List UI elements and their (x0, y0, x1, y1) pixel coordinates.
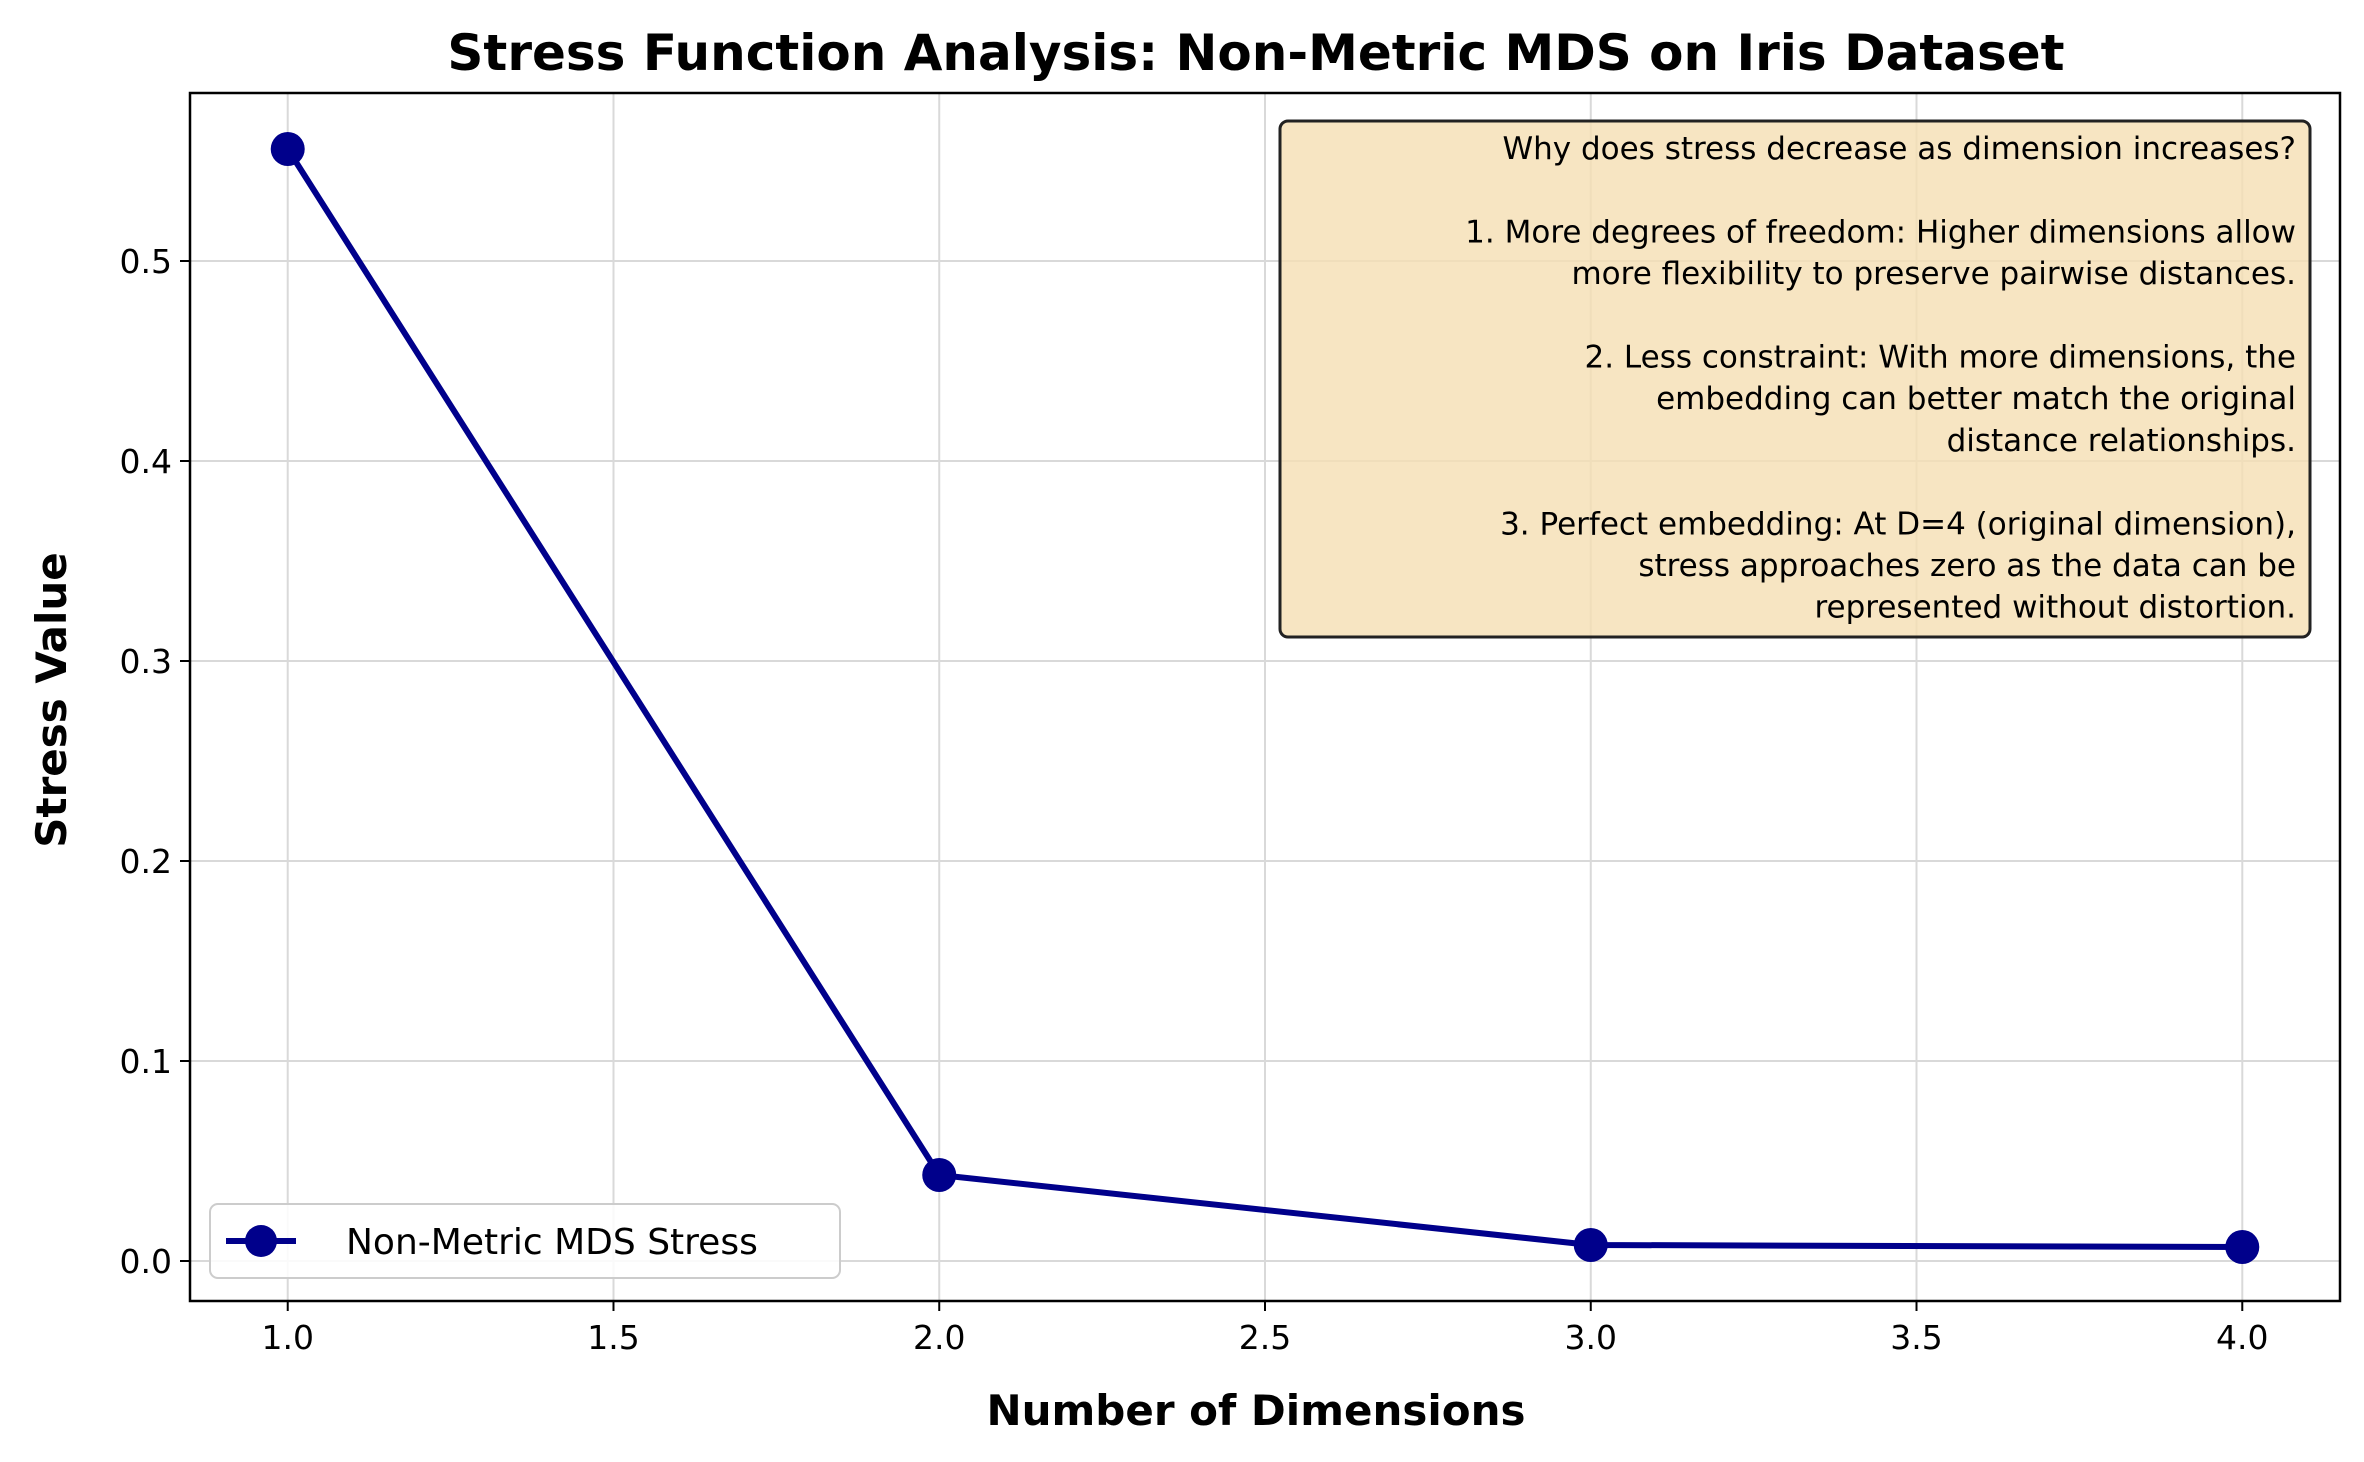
annotation-line: Why does stress decrease as dimension in… (1502, 131, 2296, 167)
data-point (2225, 1230, 2260, 1264)
data-point (922, 1158, 957, 1192)
axis-ticks: 1.0 1.5 2.0 2.5 3.0 3.5 4.0 0.0 0.1 0.2 0.3 0.4 0.5 (120, 91, 2342, 1357)
annotation-background (1278, 119, 2312, 639)
annotation-line: 3. Perfect embedding: At D=4 (original d… (1500, 506, 2296, 542)
y-tick-label: 0.5 (120, 242, 172, 281)
annotation-line: represented without distortion. (1814, 590, 2296, 626)
x-tick-label: 1.0 (261, 1318, 313, 1357)
annotation-line: stress approaches zero as the data can b… (1638, 548, 2296, 584)
legend-marker (245, 1225, 277, 1257)
annotation-line: more flexibility to preserve pairwise di… (1571, 256, 2296, 292)
y-tick-label: 0.0 (120, 1242, 172, 1281)
x-axis-label: Number of Dimensions (986, 1386, 1525, 1435)
y-tick-label: 0.2 (120, 842, 172, 881)
y-tick-label: 0.4 (120, 442, 172, 481)
y-axis-label: Stress Value (27, 552, 76, 847)
annotation-line: 1. More degrees of freedom: Higher dimen… (1465, 214, 2296, 250)
annotation-line: distance relationships. (1947, 423, 2296, 459)
legend: Non-Metric MDS Stress (209, 1203, 841, 1279)
data-point (270, 132, 305, 166)
annotation-line: embedding can better match the original (1656, 381, 2296, 417)
legend-box (209, 1203, 841, 1279)
chart-title: Stress Function Analysis: Non-Metric MDS… (447, 24, 2064, 82)
axes-frame (188, 91, 2342, 1303)
y-tick-label: 0.1 (120, 1042, 172, 1081)
x-tick-label: 4.0 (2216, 1318, 2268, 1357)
y-tick-label: 0.3 (120, 642, 172, 681)
x-tick-label: 2.5 (1239, 1318, 1291, 1357)
data-point (1573, 1228, 1608, 1262)
plot-area (270, 132, 2260, 1264)
x-tick-label: 3.5 (1890, 1318, 1942, 1357)
x-tick-label: 1.5 (587, 1318, 639, 1357)
series-line (285, 147, 2243, 1250)
x-tick-label: 3.0 (1565, 1318, 1617, 1357)
annotation-line: 2. Less constraint: With more dimensions… (1584, 340, 2296, 376)
legend-label: Non-Metric MDS Stress (346, 1222, 758, 1263)
annotation-box: Why does stress decrease as dimension in… (1278, 119, 2312, 639)
x-tick-label: 2.0 (913, 1318, 965, 1357)
